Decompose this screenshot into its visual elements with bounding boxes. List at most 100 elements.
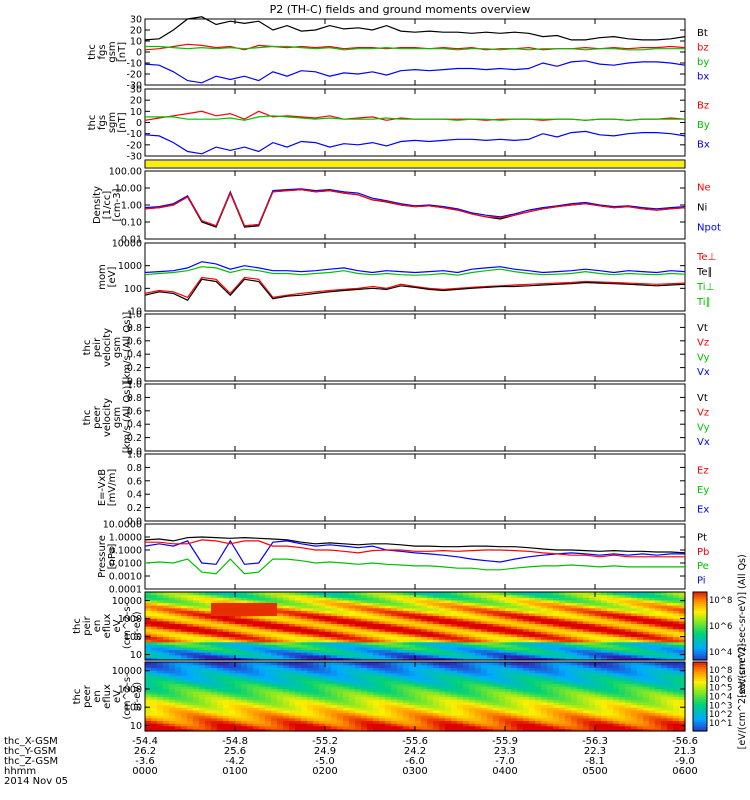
spectrogram-cell <box>289 626 296 630</box>
spectrogram-cell <box>607 725 614 729</box>
spectrogram-cell <box>175 696 182 700</box>
spectrogram-cell <box>319 610 326 614</box>
spectrogram-cell <box>385 657 392 661</box>
spectrogram-cell <box>547 693 554 698</box>
spectrogram-cell <box>337 677 344 682</box>
spectrogram-cell <box>313 644 320 648</box>
spectrogram-cell <box>559 599 566 603</box>
spectrogram-cell <box>493 699 500 703</box>
spectrogram-cell <box>643 646 650 651</box>
spectrogram-cell <box>367 688 374 692</box>
spectrogram-cell <box>619 639 626 643</box>
spectrogram-cell <box>319 701 326 706</box>
spectrogram-cell <box>181 602 188 606</box>
spectrogram-cell <box>619 615 626 619</box>
spectrogram-cell <box>229 597 236 601</box>
spectrogram-cell <box>625 657 632 661</box>
spectrogram-cell <box>589 654 596 658</box>
spectrogram-cell <box>613 607 620 611</box>
spectrogram-cell <box>277 615 284 619</box>
spectrogram-cell <box>649 677 656 682</box>
spectrogram-cell <box>193 693 200 698</box>
spectrogram-cell <box>319 677 326 682</box>
spectrogram-cell <box>451 693 458 698</box>
spectrogram-cell <box>541 677 548 682</box>
spectrogram-cell <box>319 672 326 676</box>
spectrogram-cell <box>265 728 272 732</box>
spectrogram-cell <box>187 693 194 698</box>
spectrogram-cell <box>379 657 386 661</box>
spectrogram-cell <box>325 688 332 692</box>
spectrogram-cell <box>625 709 632 714</box>
spectrogram-cell <box>295 602 302 606</box>
spectrogram-cell <box>331 631 338 635</box>
spectrogram-cell <box>331 701 338 706</box>
spectrogram-cell <box>343 683 350 687</box>
spectrogram-cell <box>595 709 602 714</box>
spectrogram-cell <box>289 605 296 609</box>
spectrogram-cell <box>583 704 590 708</box>
spectrogram-cell <box>241 618 248 622</box>
spectrogram-cell <box>475 699 482 703</box>
spectrogram-cell <box>547 628 554 632</box>
spectrogram-cell <box>343 696 350 700</box>
spectrogram-cell <box>433 602 440 606</box>
spectrogram-cell <box>331 652 338 656</box>
spectrogram-cell <box>157 602 164 606</box>
spectrogram-cell <box>595 675 602 679</box>
spectrogram-cell <box>625 675 632 679</box>
spectrogram-cell <box>367 628 374 632</box>
spectrogram-cell <box>487 670 494 674</box>
spectrogram-cell <box>397 670 404 674</box>
spectrogram-cell <box>217 646 224 651</box>
spectrogram-cell <box>379 626 386 630</box>
spectrogram-cell <box>277 652 284 656</box>
spectrogram-cell <box>391 680 398 684</box>
spectrogram-cell <box>187 599 194 603</box>
spectrogram-cell <box>433 633 440 637</box>
spectrogram-cell <box>259 639 266 643</box>
spectrogram-cell <box>511 667 518 671</box>
spectrogram-cell <box>379 628 386 632</box>
spectrogram-cell <box>523 707 530 711</box>
spectrogram-cell <box>343 664 350 668</box>
spectrogram-cell <box>511 670 518 674</box>
spectrogram-cell <box>325 709 332 714</box>
spectrogram-cell <box>415 612 422 617</box>
spectrogram-cell <box>343 612 350 617</box>
spectrogram-cell <box>637 691 644 695</box>
spectrogram-cell <box>373 646 380 651</box>
spectrogram-cell <box>199 662 206 666</box>
spectrogram-cell <box>583 626 590 630</box>
spectrogram-cell <box>229 631 236 635</box>
spectrogram-cell <box>499 631 506 635</box>
spectrogram-cell <box>493 701 500 706</box>
spectrogram-cell <box>325 602 332 606</box>
spectrogram-cell <box>265 605 272 609</box>
spectrogram-cell <box>577 728 584 732</box>
spectrogram-cell <box>289 657 296 661</box>
spectrogram-cell <box>505 717 512 721</box>
spectrogram-cell <box>583 628 590 632</box>
spectrogram-cell <box>385 631 392 635</box>
spectrogram-cell <box>271 693 278 698</box>
spectrogram-cell <box>241 652 248 656</box>
spectrogram-cell <box>295 636 302 640</box>
spectrogram-cell <box>499 677 506 682</box>
spectrogram-cell <box>325 639 332 643</box>
spectrogram-cell <box>577 628 584 632</box>
spectrogram-cell <box>505 602 512 606</box>
spectrogram-cell <box>331 717 338 721</box>
spectrogram-cell <box>511 683 518 687</box>
spectrogram-cell <box>235 685 242 690</box>
spectrogram-cell <box>289 699 296 703</box>
spectrogram-cell <box>343 620 350 624</box>
spectrogram-cell <box>619 672 626 676</box>
spectrogram-cell <box>619 654 626 658</box>
spectrogram-cell <box>427 607 434 611</box>
spectrogram-cell <box>385 649 392 653</box>
spectrogram-cell <box>295 701 302 706</box>
spectrogram-cell <box>277 649 284 653</box>
spectrogram-cell <box>655 607 662 611</box>
spectrogram-cell <box>445 707 452 711</box>
